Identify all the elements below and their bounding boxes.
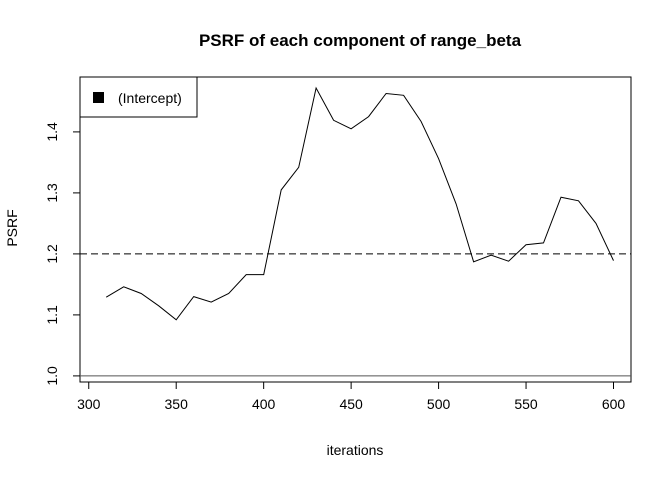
- y-tick-label: 1.4: [44, 122, 60, 142]
- y-axis-label: PSRF: [4, 209, 20, 246]
- legend-entry-intercept: (Intercept): [118, 90, 182, 106]
- x-tick-label: 450: [339, 396, 363, 412]
- x-tick-label: 400: [252, 396, 276, 412]
- legend: (Intercept): [79, 76, 198, 118]
- chart-title: PSRF of each component of range_beta: [199, 31, 522, 50]
- x-tick-label: 600: [602, 396, 626, 412]
- series-line-intercept: [105, 86, 614, 321]
- y-tick-label: 1.1: [44, 305, 60, 325]
- y-tick-label: 1.2: [44, 244, 60, 264]
- x-tick-label: 300: [77, 396, 101, 412]
- x-tick-label: 350: [165, 396, 189, 412]
- series-layer: [105, 86, 614, 321]
- y-axis: 1.0 1.1 1.2 1.3 1.4: [44, 122, 80, 386]
- y-tick-label: 1.3: [44, 183, 60, 203]
- x-tick-label: 500: [427, 396, 451, 412]
- x-axis: 300 350 400 450 500 550 600: [77, 382, 625, 412]
- plot-box: [79, 76, 632, 383]
- y-tick-label: 1.0: [44, 366, 60, 386]
- x-tick-label: 550: [514, 396, 538, 412]
- x-axis-label: iterations: [327, 442, 384, 458]
- legend-swatch: [93, 92, 104, 103]
- reference-lines: [80, 253, 631, 377]
